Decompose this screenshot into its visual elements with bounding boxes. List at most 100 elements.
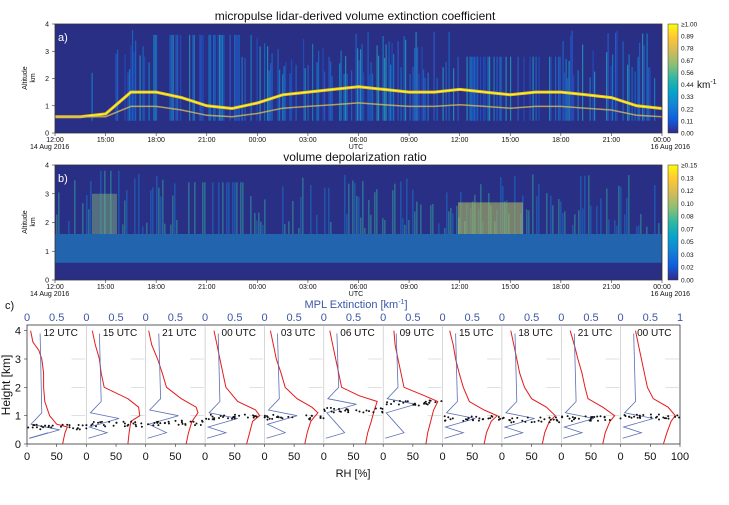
cloud-base-point [655, 416, 657, 419]
extinction-tick-label: 0 [439, 312, 445, 324]
cloud-base-point [543, 418, 546, 421]
extinction-stripe [471, 56, 473, 121]
depol-stripe [176, 220, 178, 234]
a-x-tick-label: 15:00 [501, 137, 519, 144]
cloud-base-point [603, 415, 606, 418]
extinction-stripe [474, 56, 476, 121]
depol-stripe [646, 226, 648, 234]
extinction-stripe [517, 56, 519, 121]
depol-stripe [328, 188, 330, 234]
cloud-base-point [497, 416, 500, 418]
cloud-base-point [428, 399, 431, 402]
rh-tick-label: 50 [525, 451, 537, 463]
panel-b-ylabel-unit: km [30, 217, 37, 227]
panel-a-cloud-layer [55, 85, 663, 119]
cloud-base-point [78, 428, 81, 431]
panel-c-y-tick-label: 2 [15, 382, 21, 394]
depol-stripe [162, 179, 164, 234]
cloud-base-point [540, 420, 543, 423]
cloud-base-point [326, 407, 329, 409]
a-y-tick-label: 2 [45, 76, 49, 83]
cloud-base-point [355, 409, 358, 412]
cloud-base-point [379, 407, 382, 410]
cloud-base-point [358, 410, 361, 413]
b-y-tick-label: 4 [45, 163, 49, 170]
profile-time-label: 09 UTC [400, 328, 434, 339]
cloud-base-point [404, 400, 407, 403]
depol-stripe [624, 214, 626, 234]
cloud-base-point [305, 414, 308, 417]
depol-stripe [310, 184, 312, 234]
extinction-stripe [142, 46, 144, 121]
cloud-base-point [330, 410, 333, 413]
cloud-base-point [157, 424, 160, 427]
depol-stripe [618, 185, 620, 234]
a-colorbar-tick-label: 0.00 [681, 131, 694, 138]
extinction-stripe [453, 68, 455, 121]
cloud-base-point [676, 414, 679, 417]
extinction-stripe [208, 34, 210, 121]
cloud-base-point [558, 421, 561, 424]
extinction-tick-label: 0 [321, 312, 327, 324]
cloud-base-point [85, 427, 88, 430]
cloud-base-point [209, 413, 212, 416]
depol-stripe [606, 188, 608, 234]
b-y-tick-label: 1 [45, 249, 49, 256]
extinction-stripe [390, 64, 392, 121]
panel-a-date-end: 16 Aug 2016 [651, 144, 690, 151]
depol-stripe [316, 214, 318, 234]
cloud-base-point [628, 415, 630, 418]
panel-c-letter: c) [5, 300, 14, 312]
cloud-base-point [406, 400, 409, 403]
extinction-stripe [649, 67, 651, 121]
cloud-base-point [291, 416, 294, 419]
panel-a-xlabel: UTC [349, 144, 363, 151]
extinction-stripe [124, 54, 126, 121]
cloud-base-point [577, 417, 580, 420]
cloud-base-point [263, 416, 266, 419]
depol-stripe [404, 224, 406, 234]
extinction-stripe [417, 47, 419, 121]
cloud-base-point [72, 427, 75, 430]
cloud-base-point [466, 418, 469, 421]
extinction-stripe [331, 75, 333, 121]
cloud-base-point [434, 401, 437, 404]
cloud-base-point [195, 422, 198, 425]
extinction-stripe [427, 72, 429, 121]
panel-c-profiles: 12 UTC 15 UTC 21 UTC 00 UTC 03 UTC 06 UTC 09 U… [27, 325, 681, 445]
panel-b-colorbar [667, 164, 679, 281]
extinction-stripe [423, 69, 425, 121]
cloud-base-point [140, 425, 143, 428]
cloud-base-point [423, 401, 426, 404]
cloud-base-point [589, 418, 592, 420]
depol-stripe [164, 223, 166, 234]
extinction-stripe [405, 39, 407, 121]
cloud-base-point [524, 420, 527, 423]
extinction-tick-label: 0.5 [465, 312, 480, 324]
a-x-tick-label: 18:00 [147, 137, 165, 144]
rh-tick-label: 50 [229, 451, 241, 463]
extinction-stripe [264, 43, 266, 121]
cloud-base-point [345, 408, 348, 411]
panel-a-y-ticks: 0 1 2 3 4 [45, 22, 55, 138]
cloud-base-point [135, 425, 138, 428]
cloud-base-point [35, 426, 38, 429]
depol-stripe [292, 200, 294, 234]
b-colorbar-tick-label: 0.08 [681, 214, 694, 221]
cloud-base-point [81, 424, 84, 427]
cloud-base-point [451, 417, 454, 420]
extinction-stripe [355, 33, 357, 121]
depol-stripe [452, 213, 454, 234]
extinction-stripe [153, 34, 155, 121]
cloud-base-point [252, 414, 255, 417]
cloud-base-point [571, 416, 574, 419]
depol-stripe [88, 209, 90, 234]
cloud-base-point [238, 414, 241, 417]
b-x-tick-label: 15:00 [97, 284, 115, 291]
depol-stripe [628, 175, 630, 234]
extinction-stripe [607, 33, 609, 121]
depol-stripe [400, 181, 402, 234]
panel-a-date-start: 14 Aug 2016 [30, 144, 69, 151]
extinction-stripe [538, 56, 540, 121]
a-x-tick-label: 12:00 [451, 137, 469, 144]
